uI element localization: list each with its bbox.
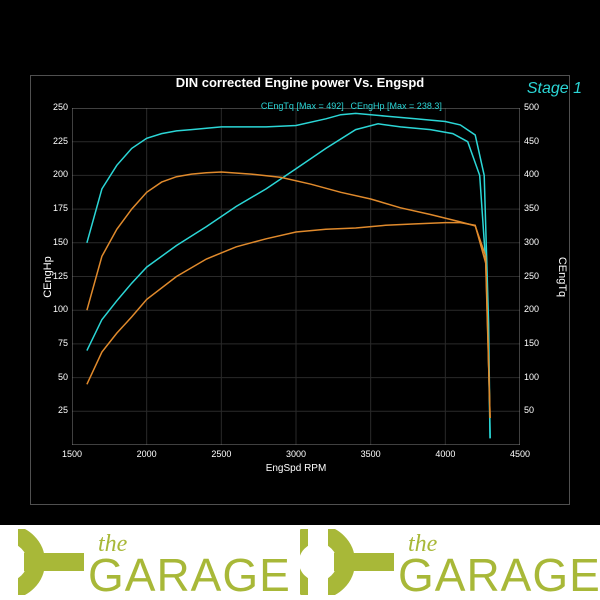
garage-text: GARAGE [398,549,600,595]
footer-branding: the GARAGE the GARAGE [0,525,600,600]
y-right-tick: 350 [524,203,548,213]
y-left-tick: 150 [44,237,68,247]
garage-text: GARAGE [88,549,291,595]
y-left-tick: 225 [44,136,68,146]
garage-logo-1: the GARAGE [0,529,300,595]
y-right-tick: 150 [524,338,548,348]
y-left-tick: 50 [44,372,68,382]
y-right-tick: 400 [524,169,548,179]
y-right-tick: 500 [524,102,548,112]
y-left-tick: 175 [44,203,68,213]
y-left-tick: 200 [44,169,68,179]
y-left-tick: 25 [44,405,68,415]
y-right-tick: 50 [524,405,548,415]
x-tick: 2000 [127,449,167,459]
y-right-tick: 250 [524,271,548,281]
x-axis-label: EngSpd RPM [256,463,336,474]
garage-logo-2: the GARAGE [300,529,600,595]
y-left-tick: 125 [44,271,68,281]
y-axis-right-label: CEngTq [556,256,568,296]
y-right-tick: 200 [524,304,548,314]
y-right-tick: 450 [524,136,548,146]
dyno-chart [72,108,520,445]
wrench-icon [300,529,394,595]
x-tick: 4000 [425,449,465,459]
x-tick: 3500 [351,449,391,459]
x-tick: 1500 [52,449,92,459]
x-tick: 3000 [276,449,316,459]
chart-annotation: CEngHp [Max = 238.3] [351,101,471,111]
y-left-tick: 75 [44,338,68,348]
x-tick: 4500 [500,449,540,459]
y-right-tick: 100 [524,372,548,382]
y-right-tick: 300 [524,237,548,247]
y-left-tick: 100 [44,304,68,314]
x-tick: 2500 [201,449,241,459]
wrench-icon [0,529,84,595]
y-left-tick: 250 [44,102,68,112]
